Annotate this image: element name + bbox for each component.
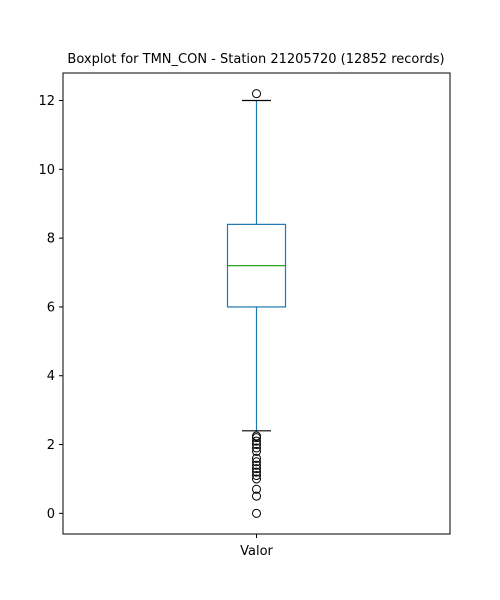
y-tick-label: 8 bbox=[47, 232, 55, 247]
box-group bbox=[226, 99, 287, 432]
outlier-point bbox=[252, 453, 261, 463]
outlier-point bbox=[252, 446, 261, 456]
outlier-point bbox=[252, 467, 261, 477]
y-tick-label: 0 bbox=[47, 507, 55, 522]
outlier-point bbox=[252, 443, 261, 453]
y-tick-label: 4 bbox=[47, 369, 55, 384]
outlier-point bbox=[252, 89, 261, 99]
y-tick-label: 12 bbox=[38, 94, 55, 109]
chart-title: Boxplot for TMN_CON - Station 21205720 (… bbox=[67, 52, 444, 67]
y-axis: 0 2 4 6 8 10 12 bbox=[38, 94, 63, 522]
outlier-point bbox=[252, 491, 261, 501]
y-tick-label: 6 bbox=[47, 300, 55, 315]
outlier-point bbox=[252, 464, 261, 474]
y-tick-label: 10 bbox=[38, 163, 55, 178]
outlier-point bbox=[252, 471, 261, 481]
outlier-point bbox=[252, 436, 261, 446]
outlier-point bbox=[252, 460, 261, 470]
y-tick-label: 2 bbox=[47, 438, 55, 453]
x-axis: Valor bbox=[240, 534, 274, 559]
outlier-point bbox=[252, 484, 261, 494]
outlier-point bbox=[252, 508, 261, 518]
outlier-point bbox=[252, 440, 261, 450]
outlier-point bbox=[252, 457, 261, 467]
x-tick-label: Valor bbox=[240, 544, 273, 559]
outlier-point bbox=[252, 431, 261, 441]
outlier-point bbox=[252, 474, 261, 484]
outlier-group bbox=[252, 89, 261, 518]
